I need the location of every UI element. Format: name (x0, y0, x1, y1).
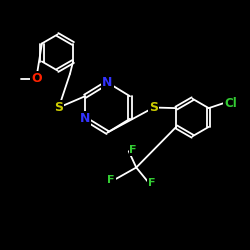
Text: Cl: Cl (224, 96, 237, 110)
Text: N: N (102, 76, 113, 89)
Text: F: F (108, 175, 115, 185)
Text: S: S (54, 101, 63, 114)
Text: F: F (148, 178, 156, 188)
Text: S: S (149, 101, 158, 114)
Text: F: F (130, 145, 137, 155)
Text: N: N (80, 112, 90, 125)
Text: O: O (31, 72, 42, 85)
